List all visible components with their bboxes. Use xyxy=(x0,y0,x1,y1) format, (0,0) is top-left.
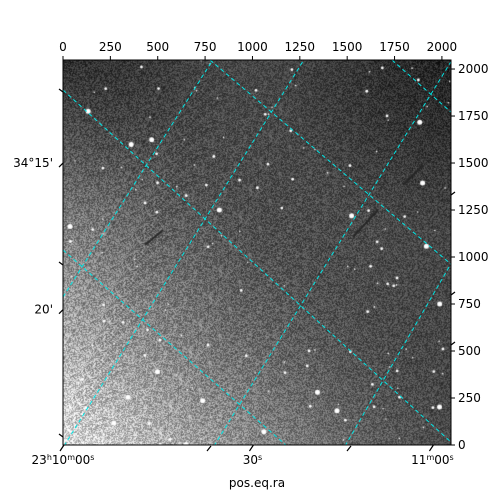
right-tick-label-4: 1000 xyxy=(458,250,489,264)
dec-tick-1 xyxy=(58,309,64,315)
dec-tick-label-0: 34°15' xyxy=(13,156,53,170)
right-tick-label-2: 500 xyxy=(458,344,481,358)
ra-tick-2 xyxy=(428,444,434,452)
ra-minor-tick-0 xyxy=(206,445,212,452)
right-axis: 0 250 500 750 1000 1250 1500 1750 2000 xyxy=(450,62,489,452)
dec-minor-tick-2 xyxy=(58,433,64,438)
ra-tick-label-2: 11m00s xyxy=(411,453,454,468)
top-axis: 0 250 500 750 1000 1250 1500 1750 2000 xyxy=(59,40,457,60)
dec-minor-tick-1 xyxy=(58,261,64,266)
dec-tick-0 xyxy=(58,162,64,168)
right-tick-label-3: 750 xyxy=(458,297,481,311)
grid-line-2 xyxy=(214,60,451,445)
right-minor-tick-2 xyxy=(450,341,456,346)
ra-tick-0 xyxy=(59,444,65,452)
right-tick-label-8: 2000 xyxy=(458,62,489,76)
dec-tick-label-1: 20' xyxy=(34,303,53,317)
right-minor-tick-1 xyxy=(450,291,456,296)
grid-line-0 xyxy=(64,60,305,445)
grid-line-6 xyxy=(209,60,451,265)
dec-minor-tick-0 xyxy=(58,88,64,93)
top-tick-label-5: 1250 xyxy=(285,40,316,54)
right-tick-label-0: 0 xyxy=(458,438,466,452)
grid-line-1 xyxy=(63,60,214,298)
top-tick-label-1: 250 xyxy=(99,40,122,54)
coordinate-grid xyxy=(63,60,451,445)
right-tick-label-6: 1500 xyxy=(458,156,489,170)
right-tick-label-1: 250 xyxy=(458,391,481,405)
ra-tick-label-1: 30s xyxy=(243,453,262,468)
top-tick-label-7: 1750 xyxy=(379,40,410,54)
right-tick-label-7: 1750 xyxy=(458,109,489,123)
grid-line-7 xyxy=(391,60,451,113)
top-tick-label-4: 1000 xyxy=(237,40,268,54)
sky-image xyxy=(63,60,451,445)
top-tick-label-3: 750 xyxy=(194,40,217,54)
plot-frame xyxy=(62,59,452,446)
ra-tick-label-0: 23h10m00s xyxy=(32,453,95,468)
x-axis-label: pos.eq.ra xyxy=(229,476,285,490)
top-tick-label-0: 0 xyxy=(59,40,67,54)
ra-minor-tick-1 xyxy=(346,445,352,452)
grid-line-4 xyxy=(63,89,451,443)
right-minor-tick-0 xyxy=(450,191,456,196)
top-tick-label-2: 500 xyxy=(146,40,169,54)
top-tick-label-8: 2000 xyxy=(427,40,458,54)
grid-line-5 xyxy=(63,249,287,445)
ra-tick-1 xyxy=(248,444,254,452)
bottom-axis: 23h10m00s 30s 11m00s xyxy=(32,444,454,468)
left-axis: 34°15' 20' xyxy=(13,88,64,438)
right-tick-label-5: 1250 xyxy=(458,203,489,217)
top-tick-label-6: 1500 xyxy=(332,40,363,54)
grid-line-3 xyxy=(345,262,451,445)
